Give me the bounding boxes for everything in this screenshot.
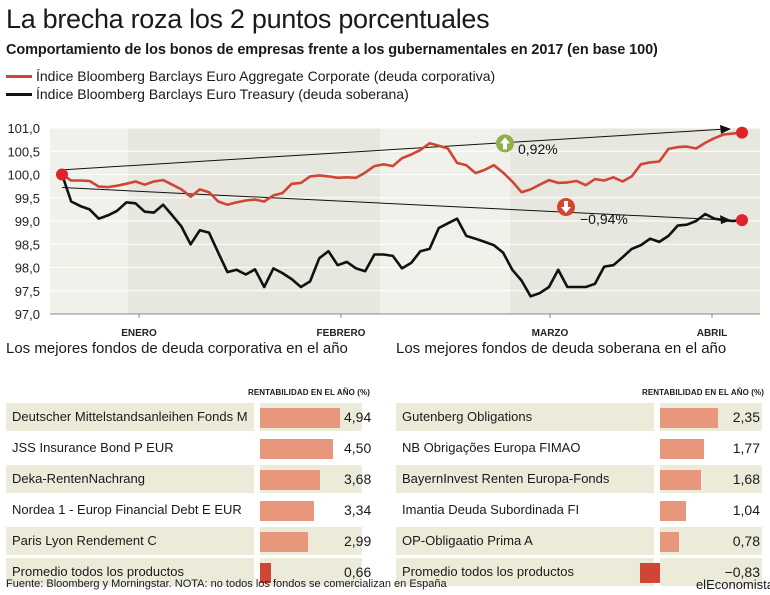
- value-bar: [660, 408, 718, 428]
- legend-swatch-corporate: [6, 74, 32, 78]
- sovereign-funds-table: Gutenberg Obligations 2,35 NB Obrigações E…: [396, 402, 766, 588]
- corporate-panel-title: Los mejores fondos de deuda corporativa …: [6, 340, 348, 357]
- annotation-label-corporate: 0,92%: [518, 141, 558, 157]
- y-tick-label: 99,5: [15, 191, 40, 206]
- y-tick-label: 100,0: [7, 168, 40, 183]
- fund-name: Paris Lyon Rendement C: [6, 527, 254, 555]
- value-bar: [260, 563, 271, 583]
- average-row: Promedio todos los productos 0,66: [6, 557, 376, 588]
- sovereign-column-header: RENTABILIDAD EN EL AÑO (%): [641, 388, 764, 397]
- y-tick-label: 97,0: [15, 307, 40, 322]
- value-label: 1,77: [732, 440, 760, 456]
- y-tick-label: 98,5: [15, 237, 40, 252]
- legend-item-treasury: Índice Bloomberg Barclays Euro Treasury …: [6, 86, 409, 102]
- trend-arrow-corporate: [61, 128, 729, 171]
- value-label: 3,34: [344, 502, 372, 518]
- y-tick-label: 101,0: [7, 121, 40, 136]
- value-label: 0,78: [732, 533, 760, 549]
- series-line-corporate: [61, 131, 743, 206]
- fund-row: BayernInvest Renten Europa-Fonds 1,68: [396, 464, 766, 495]
- down-arrow-glyph: [561, 201, 571, 214]
- value-label: 1,04: [732, 502, 760, 518]
- fund-row: Nordea 1 - Europ Financial Debt E EUR 3,3…: [6, 495, 376, 526]
- fund-row: NB Obrigações Europa FIMAO 1,77: [396, 433, 766, 464]
- y-tick-label: 97,5: [15, 284, 40, 299]
- fund-row: Imantia Deuda Subordinada FI 1,04: [396, 495, 766, 526]
- fund-name: Deutscher Mittelstandsanleihen Fonds M: [6, 403, 254, 431]
- value-label: 4,50: [344, 440, 372, 456]
- brand-logo: elEconomista: [695, 577, 770, 592]
- sovereign-panel-title: Los mejores fondos de deuda soberana en …: [396, 340, 727, 357]
- fund-name: Promedio todos los productos: [6, 558, 254, 586]
- series-line-treasury: [60, 174, 743, 298]
- chart-subtitle: Comportamiento de los bonos de empresas …: [6, 42, 658, 58]
- end-point-treasury: [736, 214, 748, 227]
- legend-item-corporate: Índice Bloomberg Barclays Euro Aggregate…: [6, 68, 495, 84]
- y-tick-label: 98,0: [15, 261, 40, 276]
- value-label: 1,68: [732, 471, 760, 487]
- value-bar: [660, 439, 704, 459]
- line-chart: 101,0 100,5 100,0 99,5 99,0 98,5 98,0 97,5 97,0 E…: [7, 121, 760, 339]
- x-tick-label: MARZO: [532, 328, 569, 339]
- fund-name: Imantia Deuda Subordinada FI: [396, 496, 654, 524]
- fund-row: JSS Insurance Bond P EUR 4,50: [6, 433, 376, 464]
- value-bar: [260, 532, 309, 552]
- y-tick-label: 99,0: [15, 214, 40, 229]
- value-bar: [260, 408, 340, 428]
- corporate-funds-panel: Los mejores fondos de deuda corporativa …: [6, 340, 376, 586]
- value-label: −0,83: [724, 564, 760, 580]
- fund-row: Paris Lyon Rendement C 2,99: [6, 526, 376, 557]
- fund-name: Promedio todos los productos: [396, 558, 654, 586]
- fund-name: Deka-RentenNachrang: [6, 465, 254, 493]
- x-tick-label: ABRIL: [697, 328, 728, 339]
- x-tick-label: ENERO: [121, 328, 157, 339]
- bar-cell: [260, 558, 362, 586]
- value-bar: [660, 470, 702, 490]
- value-bar: [260, 501, 315, 521]
- fund-row: Deutscher Mittelstandsanleihen Fonds M 4,…: [6, 402, 376, 433]
- corporate-column-header: RENTABILIDAD EN EL AÑO (%): [247, 388, 370, 397]
- page-title: La brecha roza los 2 puntos porcentuales: [6, 4, 490, 34]
- fund-name: Nordea 1 - Europ Financial Debt E EUR: [6, 496, 254, 524]
- value-bar: [260, 470, 320, 490]
- value-bar: [260, 439, 333, 459]
- fund-name: OP-Obligaatio Prima A: [396, 527, 654, 555]
- legend-label-corporate: Índice Bloomberg Barclays Euro Aggregate…: [36, 68, 496, 84]
- fund-row: OP-Obligaatio Prima A 0,78: [396, 526, 766, 557]
- value-label: 2,99: [344, 533, 372, 549]
- annotation-label-treasury: −0,94%: [580, 211, 628, 227]
- value-label: 0,66: [344, 564, 372, 580]
- up-arrow-glyph: [500, 137, 510, 150]
- source-note: Fuente: Bloomberg y Morningstar. NOTA: n…: [6, 578, 447, 590]
- legend-label-treasury: Índice Bloomberg Barclays Euro Treasury …: [36, 86, 409, 102]
- value-bar: [639, 563, 660, 583]
- trend-arrow-treasury: [61, 187, 729, 221]
- value-label: 3,68: [344, 471, 372, 487]
- bar-cell: [660, 558, 762, 586]
- corporate-funds-table: Deutscher Mittelstandsanleihen Fonds M 4,…: [6, 402, 376, 588]
- y-tick-label: 100,5: [7, 144, 40, 159]
- fund-row: Deka-RentenNachrang 3,68: [6, 464, 376, 495]
- value-bar: [660, 501, 686, 521]
- fund-name: BayernInvest Renten Europa-Fonds: [396, 465, 654, 493]
- sovereign-funds-panel: Los mejores fondos de deuda soberana en …: [396, 340, 766, 586]
- value-label: 2,35: [732, 409, 760, 425]
- end-point-corporate: [736, 126, 748, 139]
- fund-name: JSS Insurance Bond P EUR: [6, 434, 254, 462]
- fund-row: Gutenberg Obligations 2,35: [396, 402, 766, 433]
- x-tick-label: FEBRERO: [317, 328, 366, 339]
- average-row: Promedio todos los productos −0,83: [396, 557, 766, 588]
- legend-swatch-treasury: [6, 92, 32, 96]
- start-point: [56, 168, 68, 181]
- fund-name: Gutenberg Obligations: [396, 403, 654, 431]
- fund-name: NB Obrigações Europa FIMAO: [396, 434, 654, 462]
- arrowhead-icon: [720, 124, 731, 134]
- value-label: 4,94: [344, 409, 372, 425]
- value-bar: [660, 532, 680, 552]
